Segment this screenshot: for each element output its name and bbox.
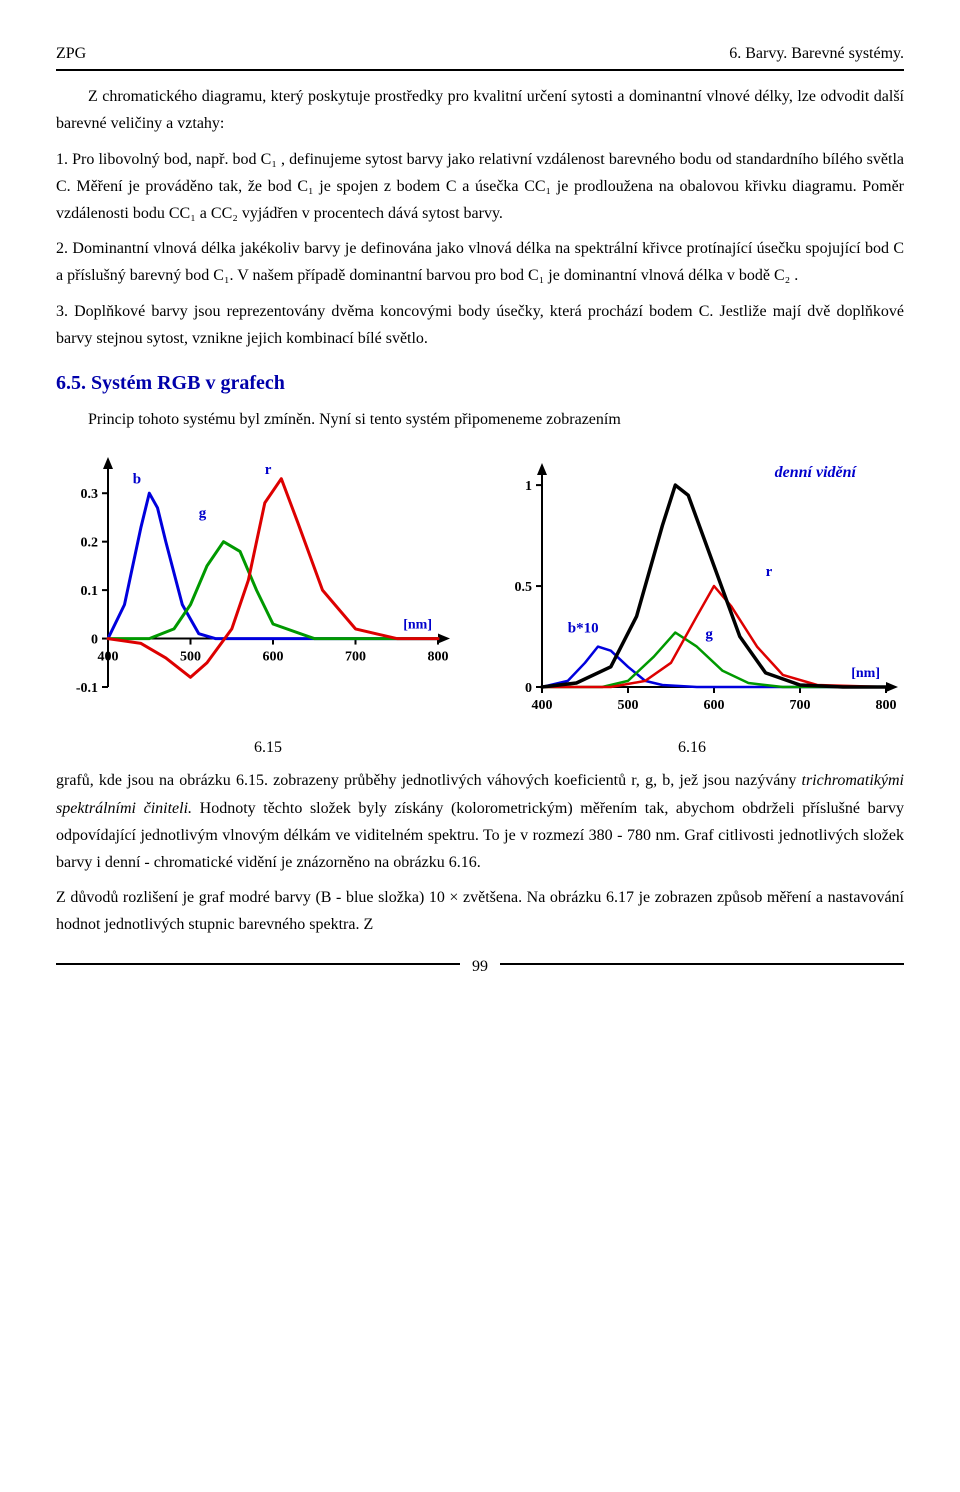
caption-616: 6.16	[480, 734, 904, 761]
svg-text:-0.1: -0.1	[76, 681, 98, 696]
svg-text:400: 400	[532, 698, 553, 713]
svg-text:600: 600	[263, 650, 284, 665]
para-4: Princip tohoto systému byl zmíněn. Nyní …	[56, 406, 904, 433]
page-footer: 99	[56, 963, 904, 992]
svg-text:r: r	[766, 564, 773, 580]
svg-text:r: r	[265, 462, 272, 478]
svg-text:0.3: 0.3	[81, 487, 99, 502]
page-number: 99	[460, 953, 500, 980]
svg-text:700: 700	[790, 698, 811, 713]
header-right: 6. Barvy. Barevné systémy.	[729, 40, 904, 67]
charts-row: 400 500 600 700 800 -0.1 0 0.1 0.2 0.3 [nm] b g r 400…	[56, 451, 904, 730]
svg-text:[nm]: [nm]	[403, 618, 432, 633]
chart-616: 400 500 600 700 800 0 0.5 1 [nm] denní vidění b*10…	[494, 451, 904, 730]
svg-text:0.1: 0.1	[81, 584, 99, 599]
header-left: ZPG	[56, 40, 86, 67]
svg-text:800: 800	[428, 650, 449, 665]
svg-text:[nm]: [nm]	[851, 666, 880, 681]
para-5: grafů, kde jsou na obrázku 6.15. zobraze…	[56, 767, 904, 876]
svg-text:0.5: 0.5	[515, 580, 533, 595]
para-1b: 1. Pro libovolný bod, např. bod C₁ , def…	[56, 146, 904, 228]
svg-text:0: 0	[91, 633, 98, 648]
chart-615-svg: 400 500 600 700 800 -0.1 0 0.1 0.2 0.3 [nm] b g r	[56, 451, 456, 721]
para-1a: Z chromatického diagramu, který poskytuj…	[56, 83, 904, 137]
svg-text:g: g	[199, 506, 207, 522]
svg-text:g: g	[705, 627, 713, 643]
chart-616-svg: 400 500 600 700 800 0 0.5 1 [nm] denní vidění b*10…	[494, 451, 904, 721]
chart-615: 400 500 600 700 800 -0.1 0 0.1 0.2 0.3 [nm] b g r	[56, 451, 464, 730]
caption-615: 6.15	[56, 734, 480, 761]
para-6: Z důvodů rozlišení je graf modré barvy (…	[56, 884, 904, 938]
section-title: 6.5. Systém RGB v grafech	[56, 366, 904, 400]
svg-text:600: 600	[704, 698, 725, 713]
svg-text:500: 500	[618, 698, 639, 713]
svg-text:500: 500	[180, 650, 201, 665]
svg-text:b: b	[133, 472, 141, 488]
para-5a: grafů, kde jsou na obrázku 6.15. zobraze…	[56, 772, 802, 789]
svg-text:denní vidění: denní vidění	[775, 464, 858, 481]
svg-text:400: 400	[98, 650, 119, 665]
svg-text:800: 800	[876, 698, 897, 713]
para-2: 2. Dominantní vlnová délka jakékoliv bar…	[56, 235, 904, 289]
svg-text:b*10: b*10	[568, 621, 599, 637]
page-header: ZPG 6. Barvy. Barevné systémy.	[56, 40, 904, 71]
caption-row: 6.15 6.16	[56, 734, 904, 761]
svg-text:700: 700	[345, 650, 366, 665]
svg-text:1: 1	[525, 479, 532, 494]
svg-text:0.2: 0.2	[81, 536, 99, 551]
para-3: 3. Doplňkové barvy jsou reprezentovány d…	[56, 298, 904, 352]
svg-text:0: 0	[525, 681, 532, 696]
